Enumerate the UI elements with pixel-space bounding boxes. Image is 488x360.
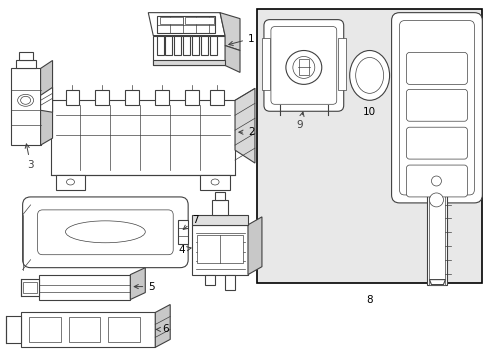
Polygon shape	[192, 36, 199, 55]
Ellipse shape	[349, 50, 389, 100]
Ellipse shape	[20, 96, 31, 104]
Polygon shape	[210, 90, 224, 105]
FancyBboxPatch shape	[399, 21, 473, 195]
Polygon shape	[174, 36, 181, 55]
Text: 7: 7	[183, 215, 198, 229]
Polygon shape	[160, 17, 183, 24]
Ellipse shape	[428, 193, 443, 207]
Polygon shape	[68, 318, 100, 342]
Ellipse shape	[65, 221, 145, 243]
Polygon shape	[183, 36, 190, 55]
Polygon shape	[148, 13, 224, 36]
Text: 2: 2	[239, 127, 254, 137]
Text: 9: 9	[296, 112, 304, 130]
Polygon shape	[224, 45, 240, 72]
Polygon shape	[235, 88, 254, 163]
Polygon shape	[201, 36, 208, 55]
Polygon shape	[16, 60, 36, 68]
FancyBboxPatch shape	[22, 197, 188, 268]
Ellipse shape	[66, 179, 74, 185]
FancyBboxPatch shape	[391, 13, 481, 203]
Polygon shape	[130, 268, 145, 300]
Polygon shape	[192, 225, 247, 275]
Polygon shape	[220, 13, 240, 50]
Text: 10: 10	[362, 107, 375, 117]
FancyBboxPatch shape	[270, 27, 336, 104]
Polygon shape	[6, 316, 20, 343]
Polygon shape	[185, 90, 199, 105]
Polygon shape	[155, 90, 169, 105]
Polygon shape	[153, 36, 224, 66]
Polygon shape	[50, 100, 235, 175]
Polygon shape	[200, 175, 229, 190]
Text: 4: 4	[178, 245, 191, 255]
Polygon shape	[108, 318, 140, 342]
Polygon shape	[20, 279, 39, 296]
Polygon shape	[298, 59, 308, 75]
Polygon shape	[185, 17, 214, 24]
Polygon shape	[157, 36, 164, 55]
Polygon shape	[337, 37, 345, 90]
Polygon shape	[428, 195, 445, 285]
Ellipse shape	[430, 176, 441, 186]
Polygon shape	[41, 87, 52, 112]
Polygon shape	[197, 235, 243, 263]
Polygon shape	[22, 282, 37, 293]
Polygon shape	[39, 275, 130, 300]
Polygon shape	[56, 175, 85, 190]
Ellipse shape	[18, 94, 34, 106]
Polygon shape	[125, 90, 139, 105]
Polygon shape	[153, 60, 224, 66]
Polygon shape	[215, 192, 224, 200]
Text: 8: 8	[366, 294, 372, 305]
Polygon shape	[65, 90, 80, 105]
Ellipse shape	[285, 50, 321, 84]
Polygon shape	[212, 200, 227, 215]
FancyBboxPatch shape	[406, 53, 467, 84]
Polygon shape	[204, 275, 215, 285]
Polygon shape	[155, 305, 170, 347]
FancyBboxPatch shape	[264, 20, 343, 111]
FancyBboxPatch shape	[406, 89, 467, 121]
FancyBboxPatch shape	[406, 165, 467, 197]
Ellipse shape	[292, 57, 314, 78]
Polygon shape	[428, 280, 445, 285]
Polygon shape	[427, 195, 447, 285]
Text: 1: 1	[228, 33, 254, 45]
Polygon shape	[165, 36, 172, 55]
FancyBboxPatch shape	[38, 210, 173, 255]
Polygon shape	[247, 217, 262, 275]
Polygon shape	[178, 220, 188, 244]
Text: 3: 3	[25, 144, 34, 170]
Text: 6: 6	[156, 324, 168, 334]
Polygon shape	[262, 37, 269, 90]
Polygon shape	[157, 15, 215, 32]
Polygon shape	[19, 53, 33, 60]
Polygon shape	[11, 68, 41, 145]
Ellipse shape	[211, 179, 219, 185]
Ellipse shape	[355, 58, 383, 93]
Polygon shape	[210, 36, 217, 55]
Polygon shape	[95, 90, 109, 105]
Polygon shape	[256, 9, 481, 283]
FancyBboxPatch shape	[406, 127, 467, 159]
Polygon shape	[29, 318, 61, 342]
Text: 5: 5	[134, 282, 155, 292]
Polygon shape	[20, 312, 155, 347]
Polygon shape	[224, 275, 235, 289]
Polygon shape	[41, 60, 52, 145]
Polygon shape	[192, 215, 247, 225]
